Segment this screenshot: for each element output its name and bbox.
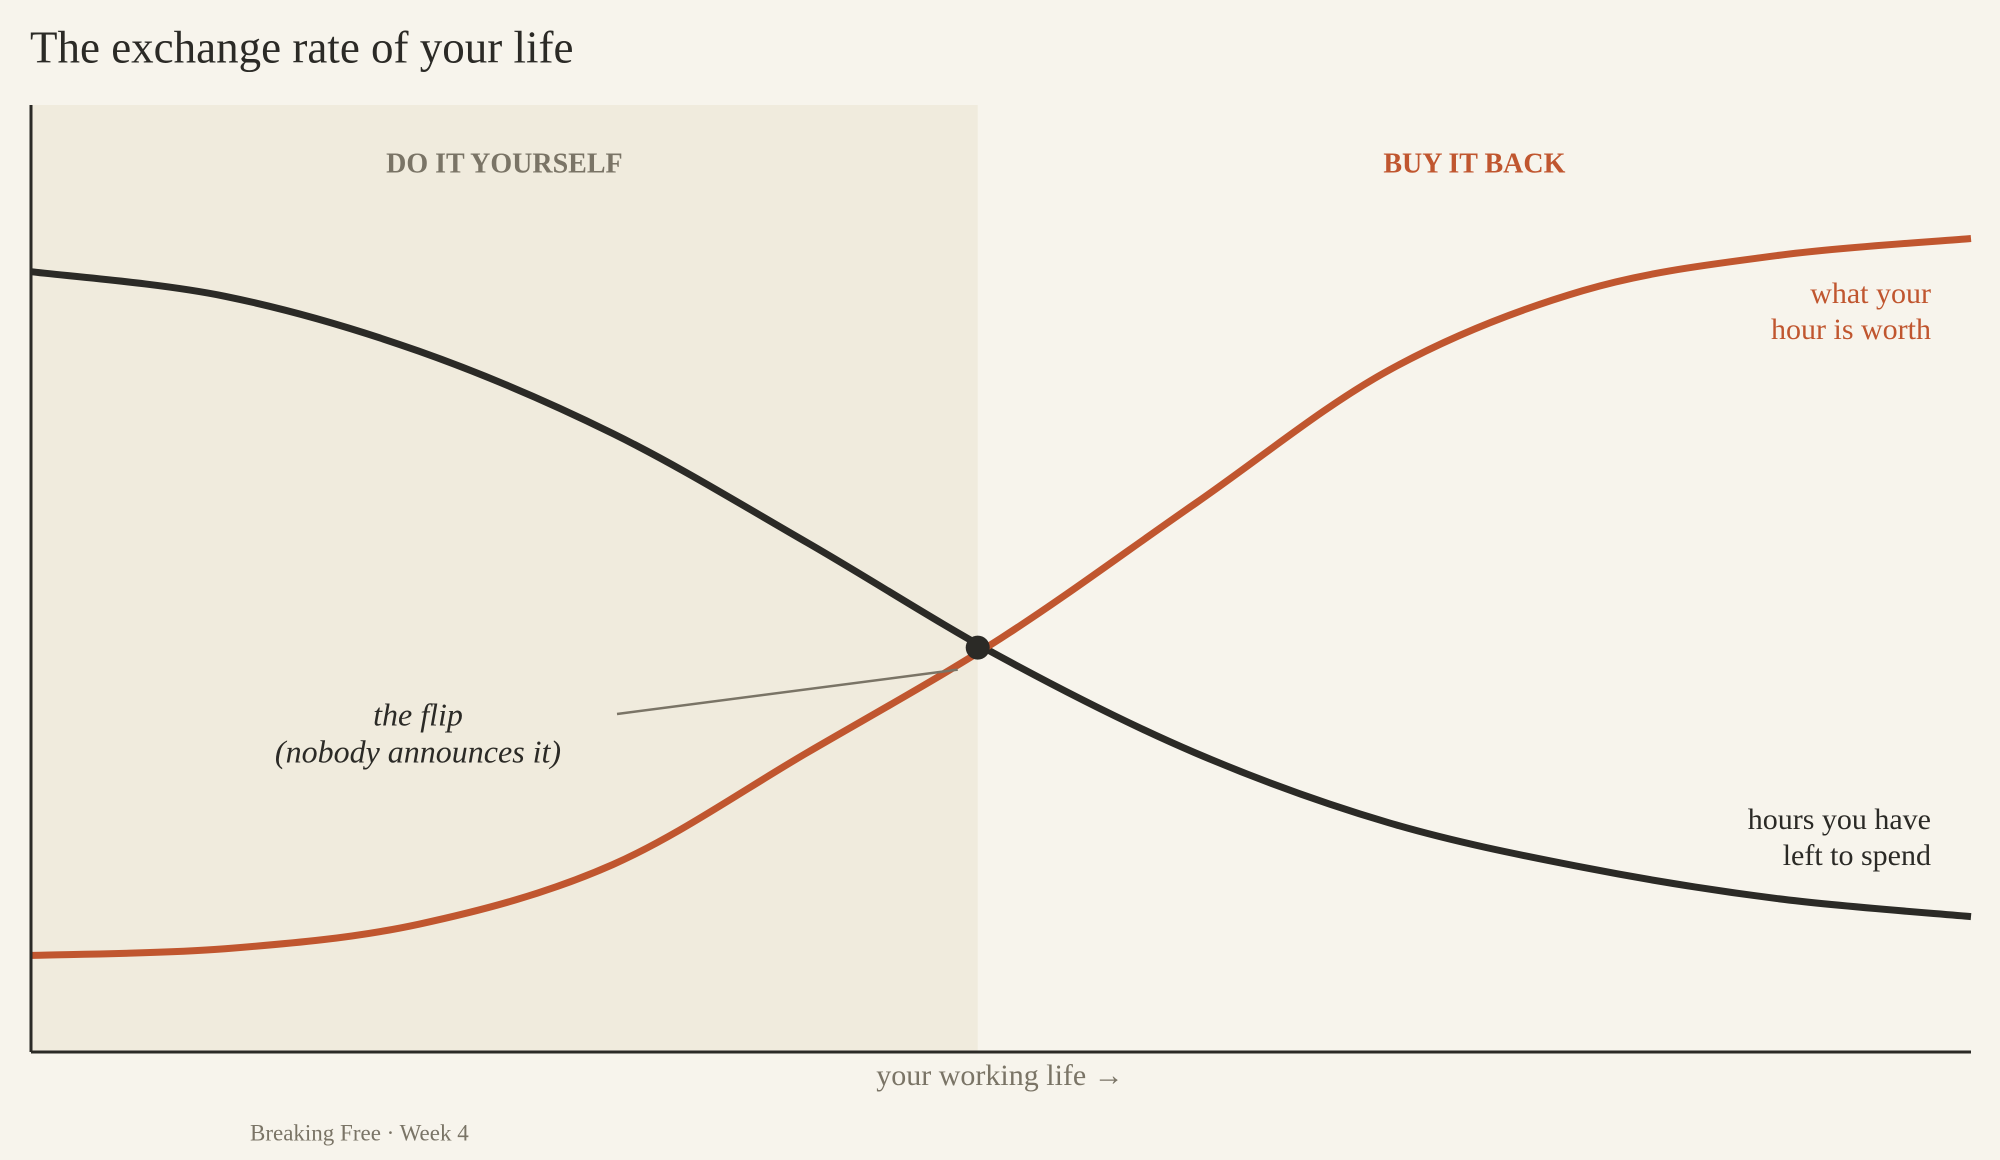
x-axis-label: your working life → <box>876 1059 1123 1092</box>
region-label: DO IT YOURSELF <box>386 148 623 179</box>
flip-point <box>965 635 990 660</box>
chart-title: The exchange rate of your life <box>30 22 573 72</box>
region-label: BUY IT BACK <box>1383 148 1565 179</box>
series-label: what your <box>1810 277 1931 310</box>
region <box>31 105 978 1052</box>
footer: Breaking Free · Week 4 <box>250 1120 469 1145</box>
line <box>30 235 1972 959</box>
series-label: hours you have <box>1748 803 1931 836</box>
annotation: (nobody announces it) <box>275 733 561 769</box>
series-label: hour is worth <box>1771 313 1931 346</box>
annotation-leader <box>616 668 958 716</box>
annotation: the flip <box>373 696 463 732</box>
regions: DO IT YOURSELF BUY IT BACK <box>31 105 1566 1052</box>
series-label: left to spend <box>1783 839 1931 872</box>
line <box>30 268 1972 921</box>
